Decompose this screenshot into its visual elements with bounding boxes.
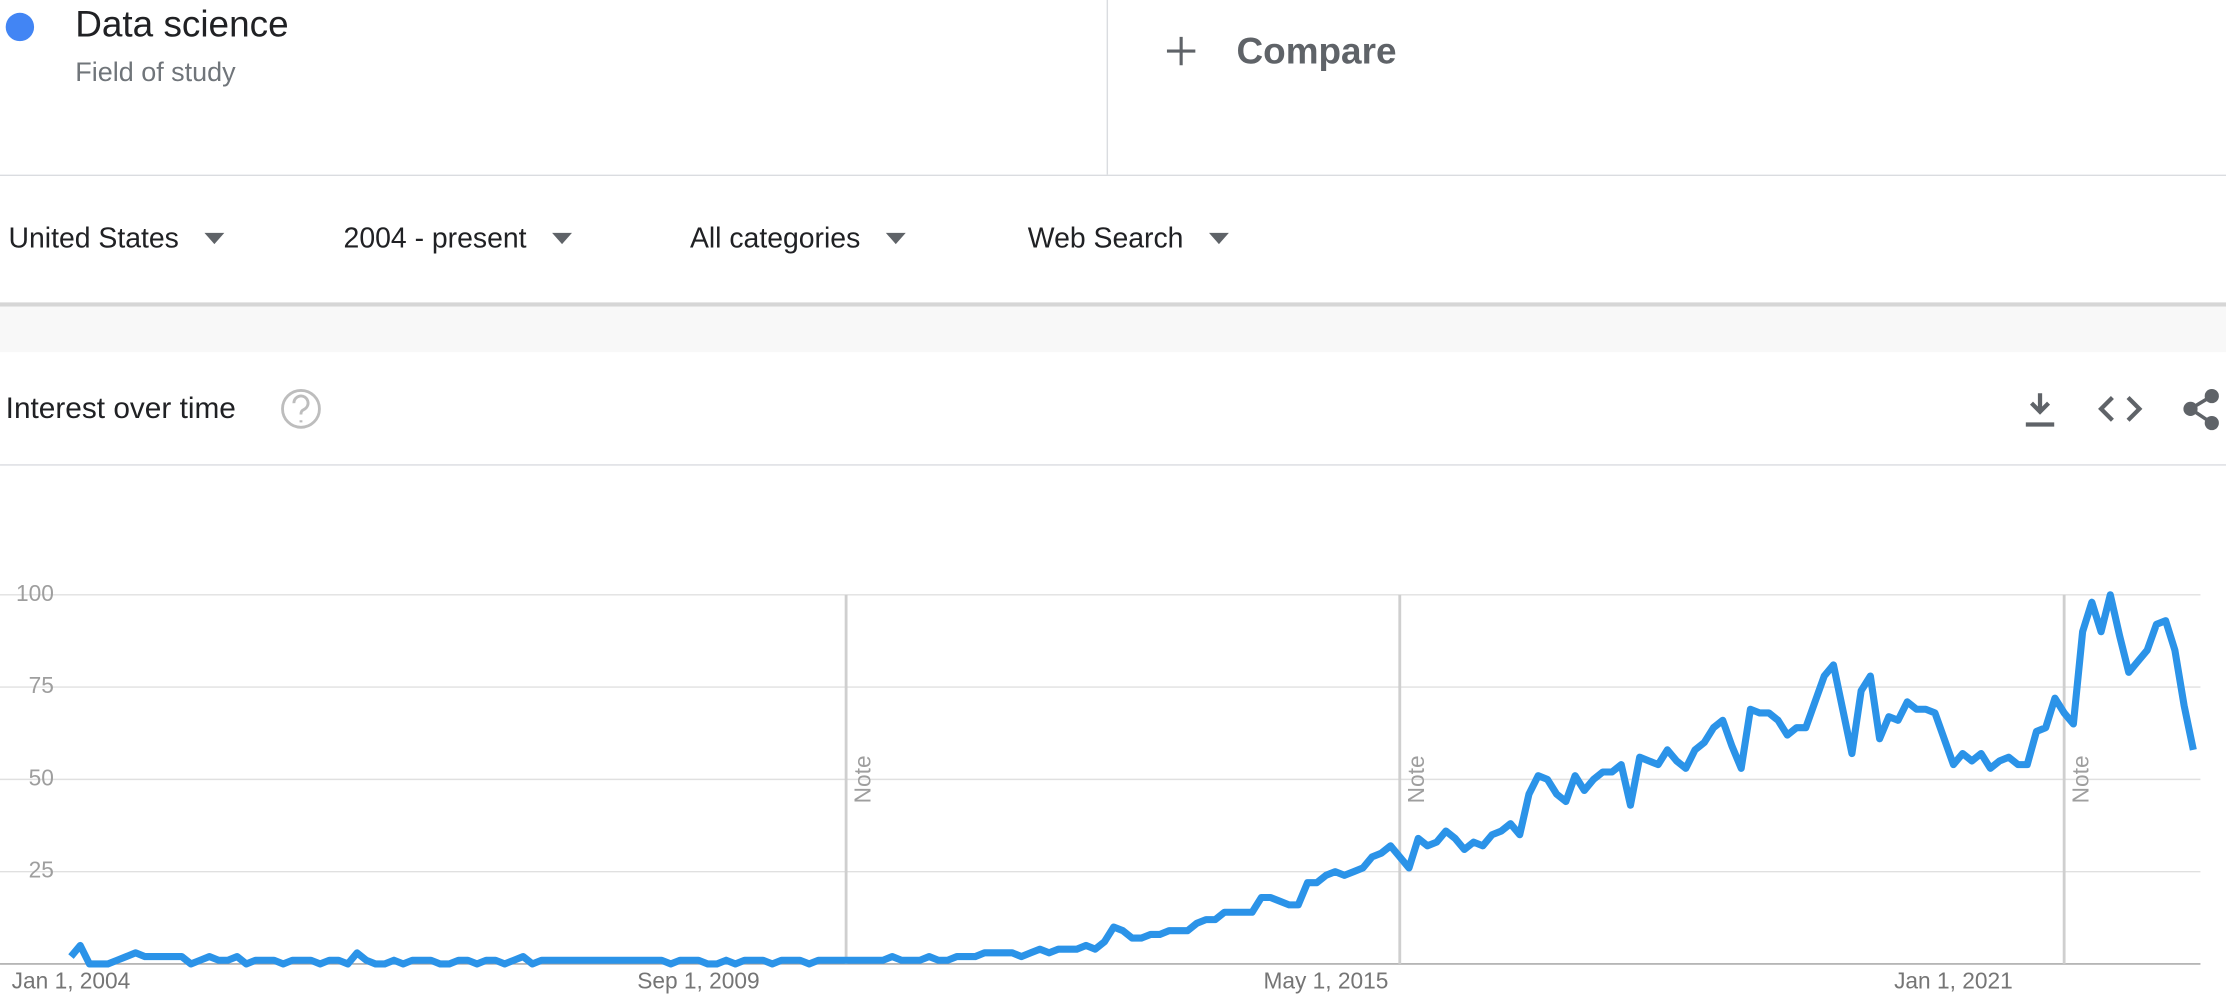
filter-dropdown[interactable]: Web Search [1028,222,1229,254]
dropdown-arrow [204,232,225,245]
dropdown-arrow [1209,232,1229,245]
embed-icon[interactable] [2098,395,2143,422]
note-label: Note [1403,755,1429,803]
term-type: Field of study [75,57,236,87]
plus-icon [1166,36,1196,66]
x-tick-label: Jan 1, 2021 [1894,967,2013,993]
dropdown-arrow [885,232,906,245]
x-tick-label: Jan 1, 2004 [12,967,131,993]
plot: 25 50 75 100 Jan 1, 2004 Sep 1, 2009 May 1, 20… [0,580,2201,993]
help-icon[interactable] [281,388,321,429]
filter-label: Web Search [1028,222,1184,254]
help-circle [281,388,321,429]
compare-button[interactable]: Compare [1166,31,1397,72]
download-icon[interactable] [2025,393,2055,427]
x-tick-label: Sep 1, 2009 [637,967,759,993]
dropdown-arrow [552,232,572,245]
filter-shadow [0,302,2226,307]
filter-dropdown[interactable]: United States [9,222,225,254]
filter-dropdown[interactable]: 2004 - present [344,222,572,254]
y-tick-label: 75 [29,672,54,698]
trend-line [68,591,2197,968]
term: Data science [75,4,288,45]
y-tick-label: 25 [29,857,54,883]
x-tick-label: May 1, 2015 [1263,967,1388,993]
note-label: Note [2068,755,2094,803]
gap-band [0,306,2226,353]
compare-label: Compare [1237,31,1397,72]
filter-label: United States [9,222,179,254]
y-tick-label: 50 [29,764,54,790]
share-icon[interactable] [2183,388,2219,431]
panel-title: Interest over time [6,392,236,425]
term-dot [5,12,35,42]
filter-dropdown[interactable]: All categories [690,222,906,254]
share-lines [2187,394,2213,425]
filter-label: 2004 - present [344,222,527,254]
note-label: Note [850,755,876,803]
help-glyph [292,394,310,423]
filter-label: All categories [690,222,860,254]
y-tick-label: 100 [16,580,54,606]
